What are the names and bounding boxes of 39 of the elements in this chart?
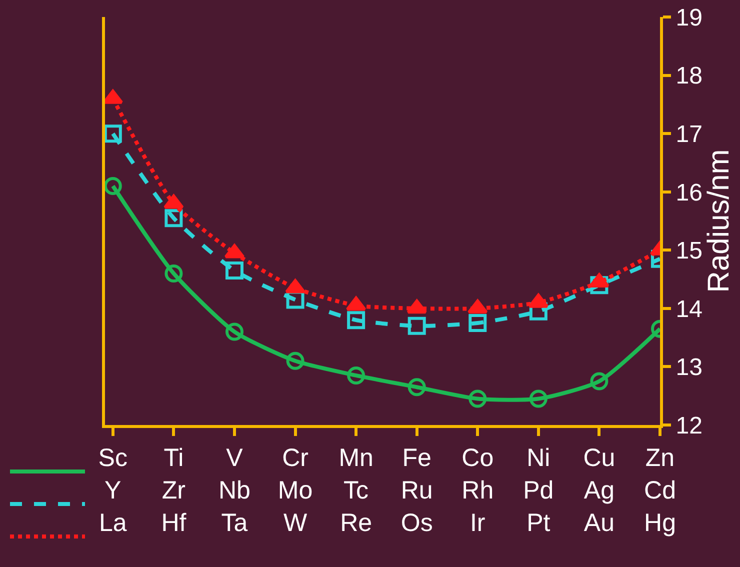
y-axis-title: Radius/nm xyxy=(702,149,736,293)
x-tick-label: Cr Mo W xyxy=(278,444,313,537)
point xyxy=(164,209,183,228)
point xyxy=(225,262,244,280)
point xyxy=(590,276,608,294)
point xyxy=(408,316,426,335)
y-tick-label: 13 xyxy=(676,354,703,382)
point xyxy=(347,311,366,330)
point xyxy=(105,124,122,143)
x-tick-label: V Nb Ta xyxy=(218,444,250,537)
point xyxy=(286,352,304,370)
point xyxy=(468,390,487,408)
x-tick-label: Ni Pd Pt xyxy=(523,444,554,537)
y-tick-label: 19 xyxy=(676,4,703,32)
point xyxy=(529,302,548,320)
x-tick-label: Co Rh Ir xyxy=(462,444,494,537)
y-tick-label: 15 xyxy=(676,238,703,265)
point xyxy=(164,264,183,282)
point xyxy=(225,322,244,341)
point xyxy=(408,378,426,396)
y-tick-label: 14 xyxy=(676,296,703,323)
x-tick-label: Zn Cd Hg xyxy=(644,444,676,537)
y-tick-label: 18 xyxy=(676,62,703,90)
point xyxy=(529,390,548,408)
point xyxy=(347,366,366,384)
point xyxy=(164,194,184,209)
point xyxy=(105,177,122,196)
point xyxy=(105,90,124,104)
x-tick-label: Cu Ag Au xyxy=(583,444,616,537)
y-tick-label: 17 xyxy=(676,120,703,148)
x-tick-label: Sc Y La xyxy=(98,444,128,537)
point xyxy=(286,290,304,309)
point xyxy=(590,372,608,390)
y-tick-label: 12 xyxy=(676,412,703,440)
x-tick-label: Ti Zr Hf xyxy=(161,444,186,537)
x-tick-label: Mn Tc Re xyxy=(338,444,374,537)
y-tick-label: 16 xyxy=(676,179,703,206)
x-tick-label: Fe Ru Os xyxy=(400,444,433,537)
point xyxy=(468,314,487,332)
